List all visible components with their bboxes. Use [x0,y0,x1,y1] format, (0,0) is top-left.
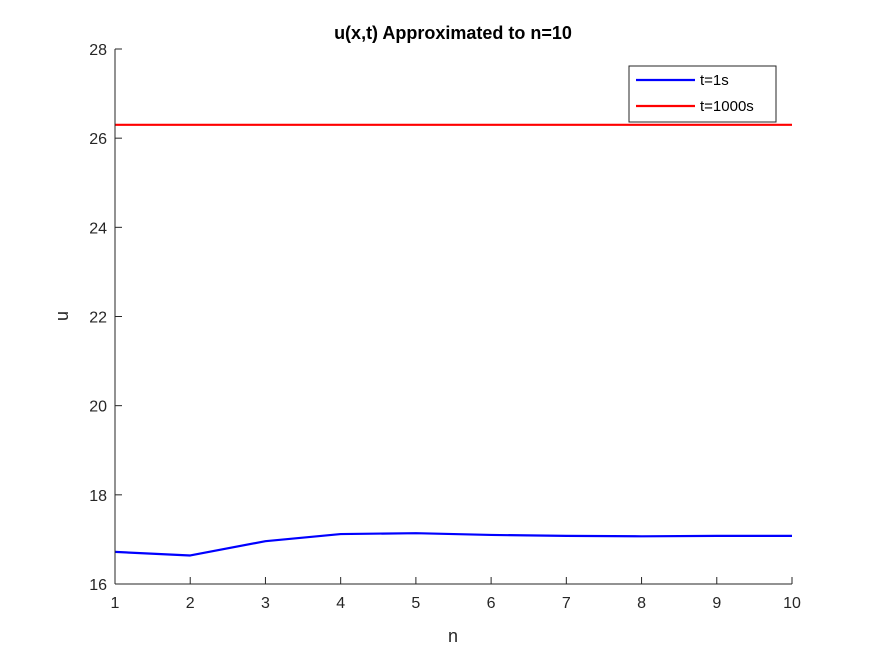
ticks-layer: 1 2 3 4 5 6 7 8 9 10 16 18 20 22 24 26 28 [89,42,801,612]
x-tick-label: 2 [186,595,195,612]
x-tick-label: 9 [712,595,721,612]
x-tick-label: 7 [562,595,571,612]
x-axis-label: n [448,626,458,646]
y-axis-label: u [52,311,72,321]
y-tick-label: 20 [89,399,107,416]
x-tick-label: 6 [487,595,496,612]
series-line-1 [114,532,792,557]
x-tick-label: 1 [111,595,120,612]
y-tick-label: 28 [89,42,107,59]
y-tick-label: 18 [89,488,107,505]
legend-box [628,65,777,123]
x-tick-label: 8 [637,595,646,612]
x-tick-label: 10 [783,595,801,612]
y-tick-label: 26 [89,131,107,148]
series-layer [114,123,792,557]
legend: t=1s t=1000s [628,65,777,123]
y-tick-label: 22 [89,310,107,327]
legend-label-2: t=1000s [700,98,754,115]
y-tick-label: 24 [89,220,107,237]
legend-label-1: t=1s [700,72,729,89]
plot-background [115,49,792,584]
x-tick-label: 4 [336,595,345,612]
x-tick-label: 3 [261,595,270,612]
x-tick-label: 5 [411,595,420,612]
chart-title: u(x,t) Approximated to n=10 [334,23,572,43]
y-tick-label: 16 [89,577,107,594]
